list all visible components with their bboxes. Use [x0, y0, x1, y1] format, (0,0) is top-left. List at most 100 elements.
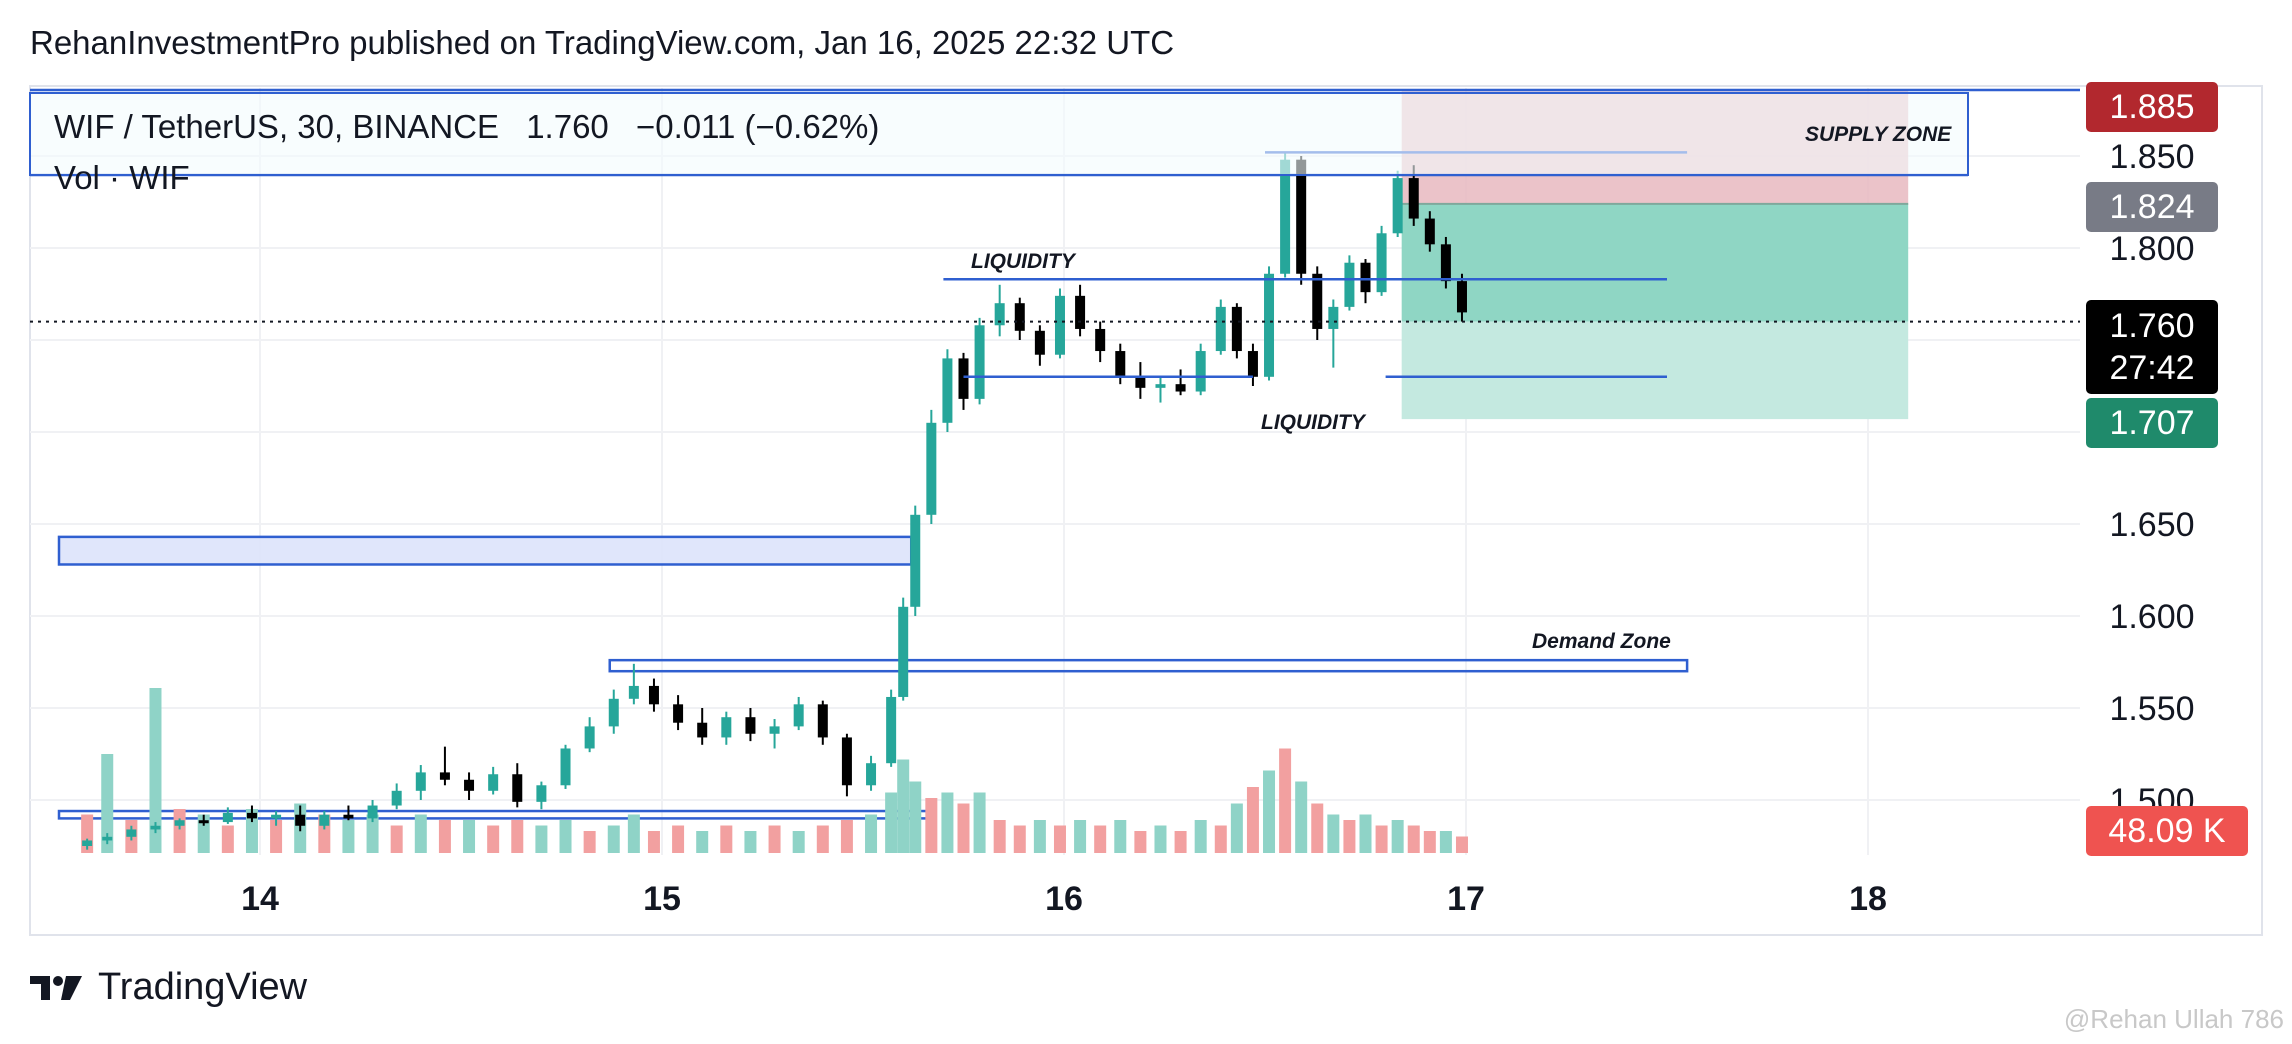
volume-bar — [941, 792, 954, 853]
volume-bar — [1295, 781, 1308, 853]
volume-bar — [627, 814, 640, 853]
last-price-text: 1.760 — [526, 108, 609, 145]
candle-body — [1155, 384, 1166, 388]
volume-bar — [768, 825, 781, 853]
candle-body — [126, 829, 137, 837]
volume-bar — [221, 825, 234, 853]
volume-bar — [487, 825, 500, 853]
candle-body — [415, 772, 426, 791]
time-axis[interactable]: 14 15 16 17 18 — [241, 880, 1887, 918]
candle-body — [222, 812, 233, 823]
bar-countdown: 27:42 — [2109, 349, 2194, 387]
volume-bar — [1279, 748, 1292, 853]
candle-body — [1392, 178, 1403, 234]
volume-bar — [559, 820, 572, 853]
volume-bar — [245, 809, 258, 853]
candle-body — [608, 698, 619, 727]
volume-bar — [1407, 825, 1420, 853]
volume-bar — [696, 831, 709, 853]
candle-body — [793, 704, 804, 727]
candle-body — [174, 820, 185, 826]
candle-body — [898, 606, 909, 697]
position-target-area-light — [1401, 321, 1909, 420]
y-tick-label: 1.600 — [2109, 598, 2194, 636]
x-tick-label: 17 — [1447, 880, 1485, 918]
y-tick-label: 1.650 — [2109, 506, 2194, 544]
candle-body — [1408, 178, 1419, 219]
volume-bar — [816, 825, 829, 853]
candle-body — [841, 737, 852, 786]
candle-body — [295, 814, 306, 826]
volume-bar — [366, 814, 379, 853]
candle-body — [1456, 281, 1467, 313]
zones-layer — [30, 88, 2080, 820]
candle-body — [1014, 303, 1025, 331]
volume-bar — [1094, 825, 1107, 853]
candle-body — [1054, 295, 1065, 355]
svg-text:1.707: 1.707 — [2109, 404, 2194, 442]
volume-bar — [744, 831, 757, 853]
volume-bar — [1311, 803, 1324, 853]
volume-bar — [535, 825, 548, 853]
candle-body — [1215, 306, 1226, 352]
price-label-stop: 1.707 — [2086, 398, 2218, 448]
candle-body — [1115, 351, 1126, 377]
volume-bar — [438, 820, 451, 853]
candle-body — [721, 717, 732, 738]
volume-bar — [1114, 820, 1127, 853]
candle-body — [974, 325, 985, 399]
candle-body — [464, 779, 475, 791]
volume-bar — [463, 820, 476, 853]
tradingview-logo[interactable]: TradingView — [28, 966, 307, 1009]
candle-body — [886, 696, 897, 764]
candle-body — [673, 704, 684, 723]
candle-body — [994, 303, 1005, 326]
svg-text:48.09 K: 48.09 K — [2108, 812, 2226, 850]
candle-body — [560, 748, 571, 786]
candle-body — [102, 836, 113, 841]
volume-indicator-label[interactable]: Vol · WIF — [54, 159, 190, 196]
volume-bar — [1327, 814, 1340, 853]
candle-body — [1296, 159, 1307, 274]
volume-bar — [840, 820, 853, 853]
volume-bar — [993, 820, 1006, 853]
volume-bar — [865, 814, 878, 853]
volume-bar — [1455, 836, 1468, 853]
price-label-entry: 1.824 — [2086, 182, 2218, 232]
candle-body — [584, 726, 595, 749]
position-target-area — [1401, 203, 1909, 322]
volume-bar — [973, 792, 986, 853]
candle-body — [1175, 384, 1186, 392]
change-text: −0.011 (−0.62%) — [636, 108, 879, 145]
liquidity-top-label: LIQUIDITY — [971, 250, 1077, 273]
zone-upper-zone — [57, 535, 913, 566]
candle-body — [246, 812, 257, 819]
symbol-line[interactable]: WIF / TetherUS, 30, BINANCE 1.760 −0.011… — [54, 108, 879, 145]
candle-body — [745, 717, 756, 734]
candle-body — [1280, 159, 1291, 274]
volume-bar — [511, 820, 524, 853]
volume-bar — [149, 688, 162, 853]
volume-bar — [1154, 825, 1167, 853]
candle-body — [958, 358, 969, 399]
price-label-target-top: 1.885 — [2086, 82, 2218, 132]
candle-body — [769, 726, 780, 734]
grid-lines — [29, 85, 2263, 936]
volume-bar — [1053, 825, 1066, 853]
candle-body — [198, 820, 209, 824]
candle-body — [1376, 233, 1387, 293]
candle-body — [648, 685, 659, 705]
candle-body — [1195, 351, 1206, 392]
volume-bar — [1391, 820, 1404, 853]
candle-body — [926, 422, 937, 515]
volume-bar — [1074, 820, 1087, 853]
zone-demand — [608, 658, 1689, 673]
volume-bar — [1423, 831, 1436, 853]
liquidity-bottom-label: LIQUIDITY — [1261, 411, 1367, 434]
volume-bar — [414, 814, 427, 853]
volume-bar — [583, 831, 596, 853]
svg-text:1.760: 1.760 — [2109, 307, 2194, 345]
candle-body — [942, 358, 953, 423]
